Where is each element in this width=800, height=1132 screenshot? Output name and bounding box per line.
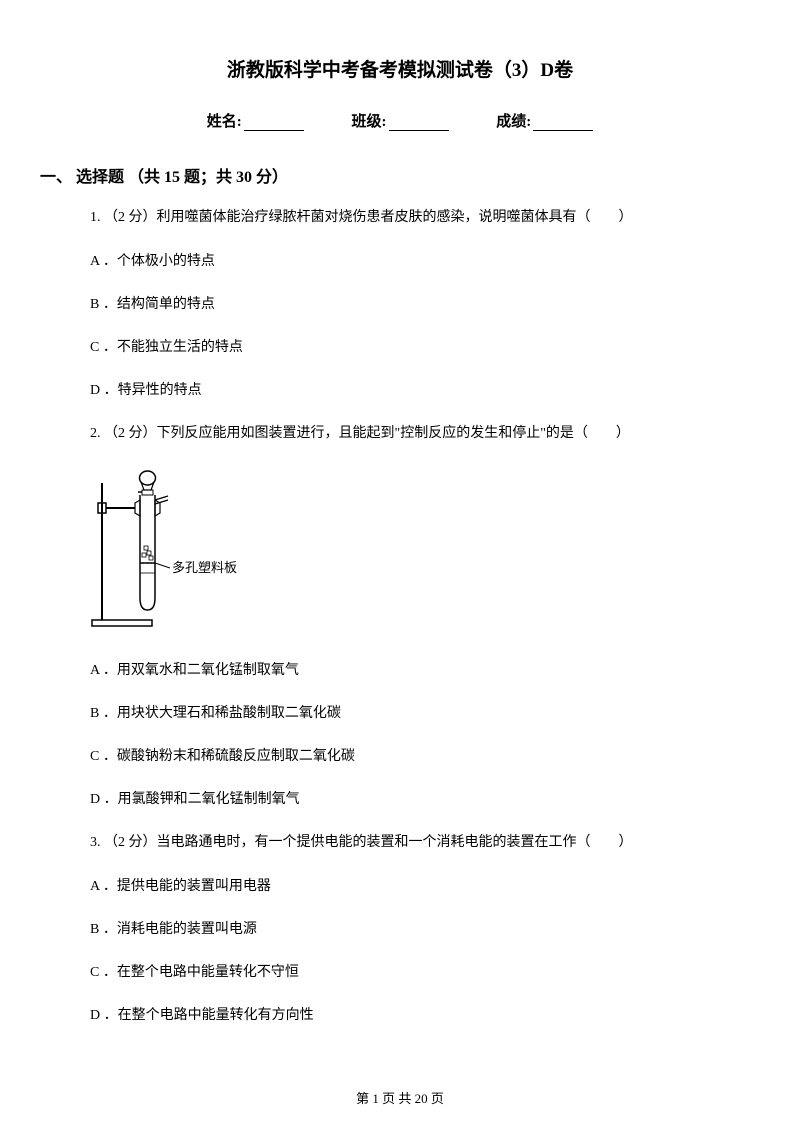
name-label: 姓名: [207, 114, 242, 130]
score-blank [533, 115, 593, 131]
q3-option-c: C ．在整个电路中能量转化不守恒 [90, 962, 730, 983]
question-2: 2. （2 分）下列反应能用如图装置进行，且能起到"控制反应的发生和停止"的是（… [90, 423, 730, 445]
q2-option-b: B ．用块状大理石和稀盐酸制取二氧化碳 [90, 703, 730, 724]
section-detail: （共 15 题；共 30 分） [128, 169, 288, 186]
q2-text: 下列反应能用如图装置进行，且能起到"控制反应的发生和停止"的是（ ） [157, 426, 630, 441]
q1-text: 利用噬菌体能治疗绿脓杆菌对烧伤患者皮肤的感染，说明噬菌体具有（ ） [157, 210, 633, 225]
q1-points: （2 分） [104, 210, 157, 225]
q3-option-d: D ．在整个电路中能量转化有方向性 [90, 1005, 730, 1026]
section-number: 一、 [40, 169, 72, 186]
class-blank [389, 115, 449, 131]
q2-num: 2. [90, 426, 101, 441]
section-title: 一、 选择题 （共 15 题；共 30 分） [40, 163, 730, 187]
q1-num: 1. [90, 210, 101, 225]
section-name: 选择题 [76, 169, 124, 186]
q2-option-a: A ．用双氧水和二氧化锰制取氧气 [90, 660, 730, 681]
apparatus-svg: 多孔塑料板 [90, 468, 250, 633]
score-label: 成绩: [496, 114, 531, 130]
q3-text: 当电路通电时，有一个提供电能的装置和一个消耗电能的装置在工作（ ） [157, 835, 633, 850]
q2-points: （2 分） [104, 426, 157, 441]
name-blank [244, 115, 304, 131]
q1-option-c: C ．不能独立生活的特点 [90, 337, 730, 358]
q1-option-d: D ．特异性的特点 [90, 380, 730, 401]
page-footer: 第 1 页 共 20 页 [0, 1088, 800, 1107]
info-line: 姓名: 班级: 成绩: [70, 110, 730, 131]
question-1: 1. （2 分）利用噬菌体能治疗绿脓杆菌对烧伤患者皮肤的感染，说明噬菌体具有（ … [90, 207, 730, 229]
q3-option-a: A ．提供电能的装置叫用电器 [90, 876, 730, 897]
q2-option-d: D ．用氯酸钾和二氧化锰制制氧气 [90, 789, 730, 810]
q1-option-b: B ．结构简单的特点 [90, 294, 730, 315]
question-3: 3. （2 分）当电路通电时，有一个提供电能的装置和一个消耗电能的装置在工作（ … [90, 832, 730, 854]
svg-text:多孔塑料板: 多孔塑料板 [172, 560, 237, 575]
page-title: 浙教版科学中考备考模拟测试卷（3）D卷 [70, 55, 730, 82]
q2-option-c: C ．碳酸钠粉末和稀硫酸反应制取二氧化碳 [90, 746, 730, 767]
class-label: 班级: [352, 114, 387, 130]
apparatus-image: 多孔塑料板 [90, 468, 730, 638]
q1-option-a: A ．个体极小的特点 [90, 251, 730, 272]
q3-option-b: B ．消耗电能的装置叫电源 [90, 919, 730, 940]
q3-points: （2 分） [104, 835, 157, 850]
q3-num: 3. [90, 835, 101, 850]
